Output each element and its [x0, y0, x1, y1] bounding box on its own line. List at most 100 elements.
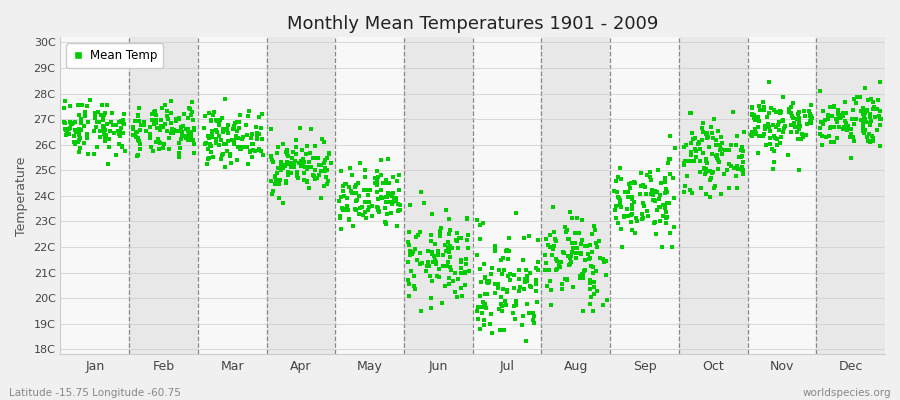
Point	[736, 148, 751, 154]
Point	[87, 110, 102, 116]
Point	[585, 230, 599, 237]
Point	[377, 219, 392, 226]
Point	[87, 128, 102, 135]
Point	[437, 242, 452, 248]
Point	[635, 215, 650, 222]
Point	[596, 302, 610, 308]
Point	[174, 124, 188, 130]
Point	[71, 136, 86, 143]
Point	[699, 169, 714, 176]
Point	[856, 108, 870, 115]
Point	[546, 246, 561, 252]
Point	[582, 255, 597, 262]
Point	[78, 110, 93, 117]
Point	[298, 164, 312, 170]
Point	[252, 131, 266, 138]
Point	[212, 120, 226, 127]
Point	[379, 198, 393, 205]
Point	[769, 124, 783, 130]
Point	[333, 214, 347, 221]
Point	[792, 126, 806, 132]
Point	[214, 156, 229, 162]
Point	[703, 168, 717, 174]
Point	[569, 255, 583, 261]
Point	[114, 118, 129, 124]
Point	[113, 128, 128, 135]
Point	[804, 120, 818, 126]
Point	[319, 174, 333, 180]
Point	[693, 157, 707, 164]
Point	[269, 150, 284, 157]
Point	[860, 107, 874, 114]
Point	[694, 125, 708, 132]
Point	[355, 204, 369, 211]
Point	[132, 138, 147, 144]
Point	[804, 119, 818, 125]
Point	[734, 154, 749, 161]
Point	[759, 142, 773, 148]
Point	[444, 267, 458, 273]
Point	[821, 116, 835, 122]
Point	[438, 248, 453, 254]
Point	[152, 139, 166, 146]
Point	[577, 268, 591, 274]
Point	[582, 300, 597, 307]
Point	[660, 186, 674, 192]
Point	[562, 236, 576, 242]
Point	[433, 233, 447, 240]
Point	[338, 206, 353, 212]
Point	[614, 204, 628, 210]
Point	[224, 160, 238, 166]
Point	[96, 130, 111, 137]
Point	[292, 160, 307, 166]
Point	[137, 121, 151, 128]
Point	[451, 276, 465, 282]
Point	[529, 277, 544, 283]
Point	[677, 144, 691, 150]
Point	[621, 213, 635, 220]
Point	[648, 218, 662, 225]
Point	[634, 183, 649, 189]
Point	[643, 174, 657, 180]
Point	[272, 195, 286, 201]
Point	[730, 162, 744, 169]
Point	[538, 267, 553, 274]
Point	[164, 130, 178, 136]
Point	[210, 129, 224, 135]
Point	[96, 124, 111, 130]
Point	[425, 278, 439, 284]
Point	[312, 172, 327, 178]
Point	[478, 274, 492, 281]
Point	[161, 116, 176, 122]
Point	[549, 256, 563, 262]
Point	[442, 281, 456, 288]
Point	[339, 180, 354, 187]
Point	[834, 114, 849, 120]
Point	[870, 106, 885, 112]
Bar	[679, 37, 748, 354]
Point	[248, 148, 262, 155]
Point	[406, 248, 420, 255]
Point	[765, 146, 779, 152]
Point	[472, 236, 487, 242]
Point	[79, 131, 94, 137]
Point	[281, 160, 295, 166]
Point	[59, 130, 74, 137]
Point	[503, 270, 517, 277]
Point	[280, 147, 294, 153]
Point	[104, 119, 118, 126]
Point	[789, 116, 804, 122]
Point	[201, 132, 215, 139]
Point	[346, 223, 360, 229]
Point	[203, 149, 218, 155]
Point	[513, 284, 527, 290]
Point	[225, 137, 239, 144]
Point	[312, 161, 327, 168]
Point	[72, 132, 86, 138]
Point	[661, 189, 675, 195]
Point	[389, 194, 403, 201]
Point	[847, 121, 861, 128]
Point	[131, 118, 146, 124]
Point	[684, 152, 698, 158]
Point	[313, 168, 328, 174]
